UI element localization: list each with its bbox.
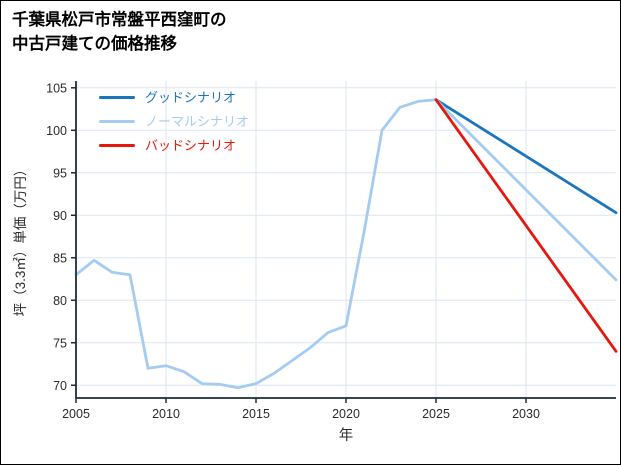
- chart-title-line2: 中古戸建ての価格推移: [12, 34, 177, 53]
- legend: グッドシナリオ ノーマルシナリオ バッドシナリオ: [99, 91, 249, 152]
- x-tick-label: 2020: [332, 407, 360, 421]
- legend-label-bad: バッドシナリオ: [145, 138, 237, 153]
- x-tick-label: 2010: [152, 407, 180, 421]
- series-line-バッドシナリオ: [434, 98, 618, 353]
- legend-swatch-good: [99, 96, 135, 99]
- y-tick-label: 95: [53, 166, 67, 180]
- x-tick-label: 2005: [62, 407, 90, 421]
- legend-swatch-bad: [99, 144, 135, 147]
- legend-item-good-scenario: グッドシナリオ: [99, 91, 249, 104]
- series-line-ノーマルシナリオ: [434, 98, 618, 282]
- y-tick-label: 85: [53, 251, 67, 265]
- x-axis-label: 年: [339, 427, 354, 444]
- series-line-価格実績: [74, 98, 438, 390]
- legend-swatch-normal: [99, 120, 135, 123]
- series-line-グッドシナリオ: [434, 98, 618, 215]
- y-tick-label: 80: [53, 294, 67, 308]
- legend-label-normal: ノーマルシナリオ: [145, 114, 250, 129]
- y-tick-label: 90: [53, 209, 67, 223]
- y-tick-label: 75: [53, 336, 67, 350]
- x-tick-label: 2015: [242, 407, 270, 421]
- legend-item-normal-scenario: ノーマルシナリオ: [99, 115, 249, 128]
- y-axis-label: 坪（3.3㎡）単価（万円）: [13, 163, 28, 317]
- x-tick-label: 2025: [422, 407, 450, 421]
- chart-title: 千葉県松戸市常盤平西窪町の 中古戸建ての価格推移: [12, 9, 227, 57]
- y-tick-label: 100: [46, 124, 67, 138]
- x-tick-label: 2030: [512, 407, 540, 421]
- y-tick-label: 70: [53, 379, 67, 393]
- legend-label-good: グッドシナリオ: [145, 90, 237, 105]
- y-tick-label: 105: [46, 81, 67, 95]
- chart-title-line1: 千葉県松戸市常盤平西窪町の: [12, 11, 227, 29]
- legend-item-bad-scenario: バッドシナリオ: [99, 139, 249, 152]
